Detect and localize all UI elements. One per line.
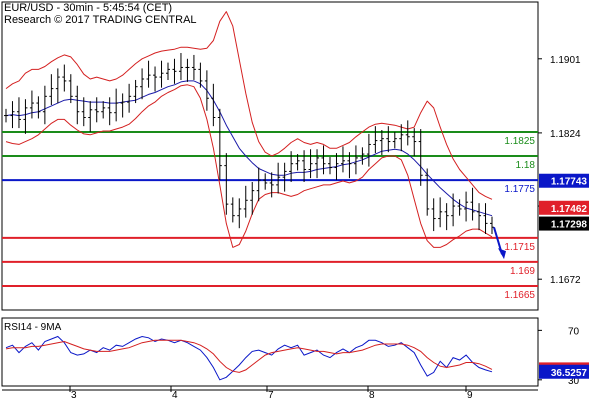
series-bollinger-lower <box>5 84 493 248</box>
x-axis-tick-label: 8 <box>369 390 375 400</box>
level-label-resistance: 1.18 <box>516 160 536 171</box>
x-axis-tick-label: 3 <box>71 390 77 400</box>
x-axis-tick-label: 4 <box>172 390 178 400</box>
forecast-arrow-head <box>498 248 506 260</box>
level-label-support: 1.169 <box>510 266 535 277</box>
rsi-series-rsi <box>5 335 493 381</box>
rsi-series-rsi-ma <box>5 339 493 373</box>
price-tag-label: 1.17298 <box>551 220 588 231</box>
level-label-pivot: 1.1775 <box>504 184 535 195</box>
series-moving-average <box>5 80 493 217</box>
rsi-value-tag-box <box>539 364 589 379</box>
price-tag-label: 1.17743 <box>551 177 588 188</box>
level-label-resistance: 1.1825 <box>504 136 535 147</box>
level-label-support: 1.1715 <box>504 242 535 253</box>
rsi-value-tag-label: 36.5257 <box>551 368 588 379</box>
chart-title: EUR/USD - 30min - 5:45:54 (CET) <box>4 2 173 14</box>
rsi-axis-tick-label: 70 <box>568 326 580 337</box>
price-axis-tick-label: 1.1901 <box>550 55 581 66</box>
series-bollinger-upper <box>5 11 493 200</box>
x-axis-tick-label: 9 <box>467 390 473 400</box>
rsi-axis-tick-label: 30 <box>568 376 580 387</box>
copyright-note: Research © 2017 TRADING CENTRAL <box>4 14 197 26</box>
rsi-label: RSI14 - 9MA <box>4 322 62 333</box>
candles <box>4 53 494 234</box>
price-tag-box <box>539 216 589 231</box>
rsi-panel-frame <box>1 317 539 387</box>
price-tag-label: 1.17462 <box>551 204 588 215</box>
price-tag-box <box>539 173 589 188</box>
price-axis-tick-label: 1.1672 <box>550 275 581 286</box>
x-axis-tick-label: 7 <box>268 390 274 400</box>
price-tag-box <box>539 200 589 215</box>
price-axis-tick-label: 1.1824 <box>550 129 581 140</box>
level-label-support: 1.1665 <box>504 290 535 301</box>
